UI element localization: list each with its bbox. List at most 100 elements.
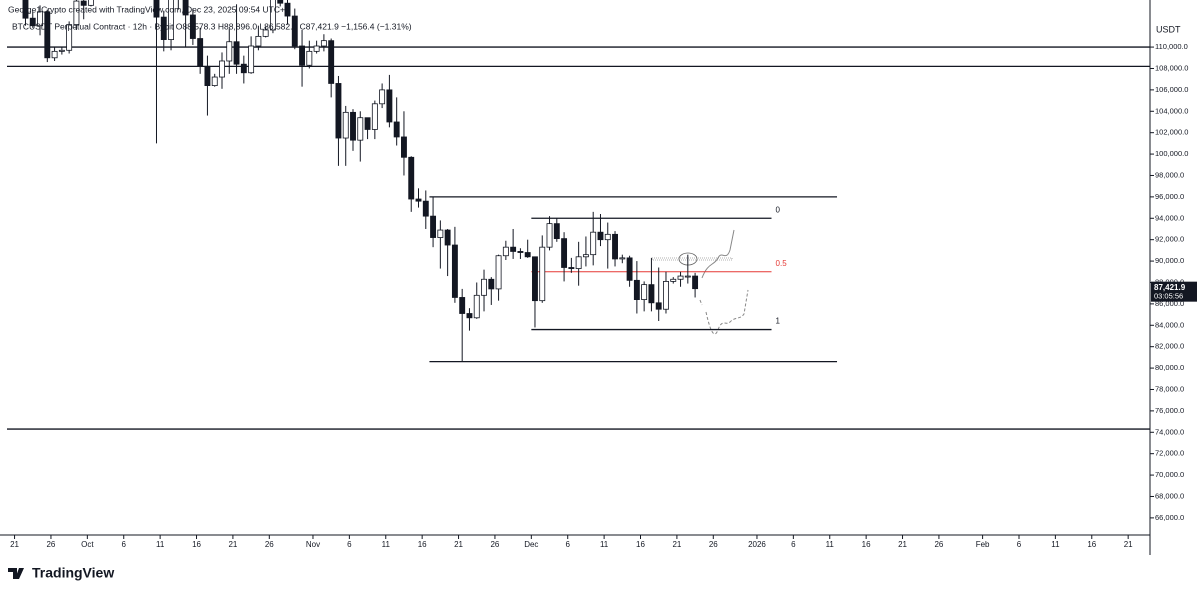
x-tick-label: 16	[636, 540, 645, 549]
fib-label: 0	[776, 205, 781, 214]
header: George1Crypto created with TradingView.c…	[8, 4, 290, 14]
candle	[444, 228, 451, 277]
candle-body	[386, 89, 393, 123]
candle	[160, 10, 167, 52]
candle-body	[189, 14, 196, 39]
candle-body	[648, 284, 655, 304]
candle	[197, 27, 204, 74]
x-tick-label: Dec	[524, 540, 538, 549]
x-tick-label: 16	[192, 540, 201, 549]
candle	[240, 55, 247, 84]
candle-body	[197, 38, 204, 67]
candle-body	[182, 0, 189, 16]
candle-body	[663, 281, 669, 310]
candle-body	[299, 45, 306, 66]
candle	[168, 0, 174, 51]
candle-body	[255, 35, 262, 47]
candle-body	[488, 278, 495, 290]
candle	[320, 34, 327, 52]
candle-body	[248, 45, 255, 74]
candle	[466, 308, 473, 331]
x-tick-label: 11	[600, 540, 609, 549]
candle	[182, 0, 189, 48]
y-tick-label: 66,000.0	[1155, 513, 1184, 522]
x-tick-label: 11	[1051, 540, 1060, 549]
x-tick-label: 26	[265, 540, 274, 549]
logo: TradingView	[8, 565, 114, 581]
candle	[553, 218, 560, 242]
candle-body	[168, 0, 174, 40]
y-tick-label: 96,000.0	[1155, 192, 1184, 201]
candle	[422, 190, 429, 229]
candle-body	[393, 121, 400, 138]
candle-body	[379, 89, 386, 105]
candle-body	[575, 256, 582, 269]
x-tick-label: 21	[228, 540, 237, 549]
candle-body	[22, 0, 29, 19]
candle	[357, 111, 364, 162]
candle	[233, 4, 240, 74]
candle	[328, 38, 335, 98]
legend: BTCUSDT Perpetual Contract · 12h · Bybit…	[12, 21, 412, 31]
candle	[648, 257, 655, 312]
candle-body	[510, 246, 517, 252]
candle-body	[430, 215, 437, 238]
candle	[495, 254, 502, 301]
x-tick-label: 21	[898, 540, 907, 549]
y-tick-label: 102,000.0	[1155, 128, 1188, 137]
y-tick-label: 70,000.0	[1155, 470, 1184, 479]
candle-body	[444, 229, 451, 246]
x-tick-label: Nov	[306, 540, 320, 549]
candle-body	[58, 49, 65, 52]
candle	[539, 235, 546, 303]
candle	[299, 29, 306, 87]
candle-body	[37, 11, 43, 27]
candle-body	[153, 0, 160, 18]
candle-body	[320, 40, 327, 47]
candle	[37, 5, 43, 36]
candle	[604, 222, 611, 269]
x-tick-label: 21	[10, 540, 19, 549]
y-tick-label: 100,000.0	[1155, 149, 1188, 158]
y-tick-label: 92,000.0	[1155, 235, 1184, 244]
candle-body	[655, 302, 662, 310]
candle	[58, 47, 65, 55]
candle	[219, 52, 225, 89]
x-tick-label: 26	[490, 540, 499, 549]
candle	[51, 47, 58, 61]
candle-body	[473, 294, 480, 319]
candle-body	[408, 156, 415, 200]
candle-body	[226, 41, 233, 62]
candle-body	[451, 244, 458, 298]
candle-body	[219, 60, 225, 78]
candle	[306, 40, 313, 69]
x-tick-label: 16	[418, 540, 427, 549]
candle	[284, 0, 291, 25]
brand: TradingView	[32, 565, 114, 581]
candle	[226, 28, 233, 74]
candle	[401, 111, 407, 176]
x-tick-label: 21	[454, 540, 463, 549]
y-tick-label: 98,000.0	[1155, 170, 1184, 179]
candle-body	[233, 41, 240, 65]
candle	[335, 75, 342, 166]
x-tick-label: 11	[826, 540, 835, 549]
candle	[22, 0, 29, 26]
y-tick-label: 94,000.0	[1155, 213, 1184, 222]
candle	[44, 9, 51, 63]
candle-body	[619, 257, 626, 260]
candle	[670, 277, 677, 284]
candle	[517, 248, 524, 259]
candle-body	[481, 278, 487, 296]
candle-body	[350, 111, 356, 141]
candle	[641, 281, 648, 312]
candle	[379, 83, 386, 109]
candle	[532, 256, 538, 328]
candle-body	[590, 231, 597, 256]
x-tick-label: 16	[1087, 540, 1096, 549]
candle	[262, 26, 269, 38]
candle	[386, 74, 393, 128]
candle	[612, 231, 618, 267]
candle	[415, 188, 422, 208]
candle	[459, 288, 466, 362]
